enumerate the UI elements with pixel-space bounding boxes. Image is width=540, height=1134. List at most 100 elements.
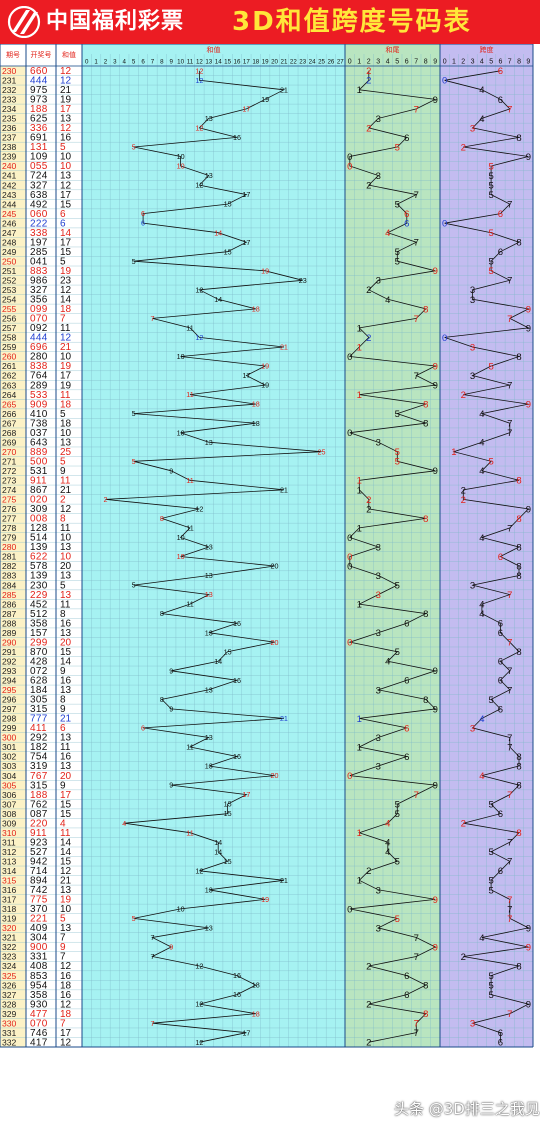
header-banner: 中国福利彩票 3D和值跨度号码表 — [0, 0, 540, 44]
span-point: 7 — [507, 838, 512, 849]
period-cell: 290 — [2, 637, 17, 647]
span-point: 9 — [526, 304, 531, 315]
sum-axis-label: 19 — [262, 59, 269, 66]
tail-point: 9 — [433, 781, 438, 792]
period-cell: 235 — [2, 114, 17, 124]
span-point: 7 — [507, 314, 512, 325]
draw-cell: 417 — [30, 1037, 48, 1048]
draw-cell: 305 — [30, 695, 48, 706]
sum-point: 13 — [205, 885, 213, 894]
sum-point: 16 — [233, 676, 241, 685]
period-cell: 316 — [2, 885, 17, 895]
draw-cell: 742 — [30, 885, 48, 896]
draw-cell: 777 — [30, 714, 48, 725]
sum-cell: 4 — [60, 818, 66, 829]
span-point: 8 — [516, 571, 521, 582]
span-point: 5 — [489, 695, 494, 706]
tail-point: 8 — [423, 304, 428, 315]
draw-cell: 292 — [30, 733, 48, 744]
draw-header: 开奖号 — [31, 50, 52, 59]
tail-point: 9 — [433, 895, 438, 906]
period-cell: 300 — [2, 733, 17, 743]
period-cell: 269 — [2, 437, 17, 447]
draw-cell: 696 — [30, 342, 48, 353]
sum-cell: 12 — [60, 333, 72, 344]
tail-point: 3 — [376, 885, 381, 896]
draw-cell: 109 — [30, 152, 48, 163]
tail-point: 8 — [423, 419, 428, 430]
span-point: 3 — [470, 123, 475, 134]
draw-cell: 775 — [30, 895, 48, 906]
sum-point: 5 — [132, 581, 136, 590]
sum-cell: 8 — [60, 514, 66, 525]
tail-point: 4 — [385, 819, 390, 830]
period-cell: 318 — [2, 904, 17, 914]
sum-cell: 19 — [60, 266, 72, 277]
span-point: 4 — [479, 114, 484, 125]
span-point: 5 — [489, 971, 494, 982]
sum-cell: 13 — [60, 437, 72, 448]
tail-point: 8 — [423, 1009, 428, 1020]
draw-cell: 452 — [30, 599, 48, 610]
sum-cell: 10 — [60, 152, 72, 163]
draw-cell: 409 — [30, 923, 48, 934]
draw-cell: 070 — [30, 1018, 48, 1029]
tail-point: 3 — [376, 171, 381, 182]
period-cell: 292 — [2, 656, 17, 666]
sum-point: 17 — [242, 1028, 250, 1037]
sum-cell: 12 — [60, 866, 72, 877]
period-cell: 236 — [2, 123, 17, 133]
sum-point: 11 — [186, 476, 193, 485]
span-point: 6 — [498, 209, 503, 220]
sum-point: 13 — [205, 171, 213, 180]
span-point: 6 — [498, 66, 503, 77]
draw-cell: 764 — [30, 371, 48, 382]
sum-cell: 6 — [60, 209, 66, 220]
draw-cell: 942 — [30, 856, 48, 867]
period-cell: 289 — [2, 628, 17, 638]
draw-cell: 087 — [30, 809, 48, 820]
period-cell: 243 — [2, 190, 17, 200]
draw-cell: 315 — [30, 780, 48, 791]
tail-point: 3 — [376, 628, 381, 639]
period-cell: 249 — [2, 247, 17, 257]
span-point: 7 — [507, 380, 512, 391]
period-cell: 329 — [2, 1009, 17, 1019]
span-point: 5 — [489, 885, 494, 896]
period-cell: 238 — [2, 142, 17, 152]
span-point: 3 — [470, 371, 475, 382]
draw-cell: 527 — [30, 847, 48, 858]
sum-cell: 25 — [60, 447, 72, 458]
span-point: 4 — [479, 466, 484, 477]
span-point: 8 — [516, 761, 521, 772]
tail-point: 5 — [395, 580, 400, 591]
draw-cell: 060 — [30, 209, 48, 220]
period-cell: 327 — [2, 990, 17, 1000]
draw-cell: 900 — [30, 942, 48, 953]
period-cell: 233 — [2, 95, 17, 105]
tail-point: 7 — [414, 104, 419, 115]
sum-cell: 15 — [60, 809, 72, 820]
sum-cell: 7 — [60, 952, 66, 963]
sum-point: 21 — [280, 85, 288, 94]
draw-cell: 188 — [30, 790, 48, 801]
sum-cell: 10 — [60, 552, 72, 563]
sum-axis-label: 1 — [94, 59, 98, 66]
period-cell: 234 — [2, 104, 17, 114]
draw-cell: 909 — [30, 399, 48, 410]
sum-cell: 18 — [60, 980, 72, 991]
sum-cell: 18 — [60, 418, 72, 429]
span-point: 7 — [507, 742, 512, 753]
sum-axis-label: 21 — [281, 59, 288, 66]
sum-cell: 9 — [60, 780, 66, 791]
draw-cell: 838 — [30, 361, 48, 372]
draw-cell: 197 — [30, 237, 48, 248]
span-point: 7 — [507, 200, 512, 211]
tail-point: 2 — [366, 76, 371, 87]
draw-cell: 643 — [30, 437, 48, 448]
span-point: 2 — [461, 819, 466, 830]
tail-axis-label: 2 — [367, 59, 371, 66]
tail-point: 7 — [414, 371, 419, 382]
period-cell: 310 — [2, 828, 17, 838]
tail-point: 9 — [433, 266, 438, 277]
